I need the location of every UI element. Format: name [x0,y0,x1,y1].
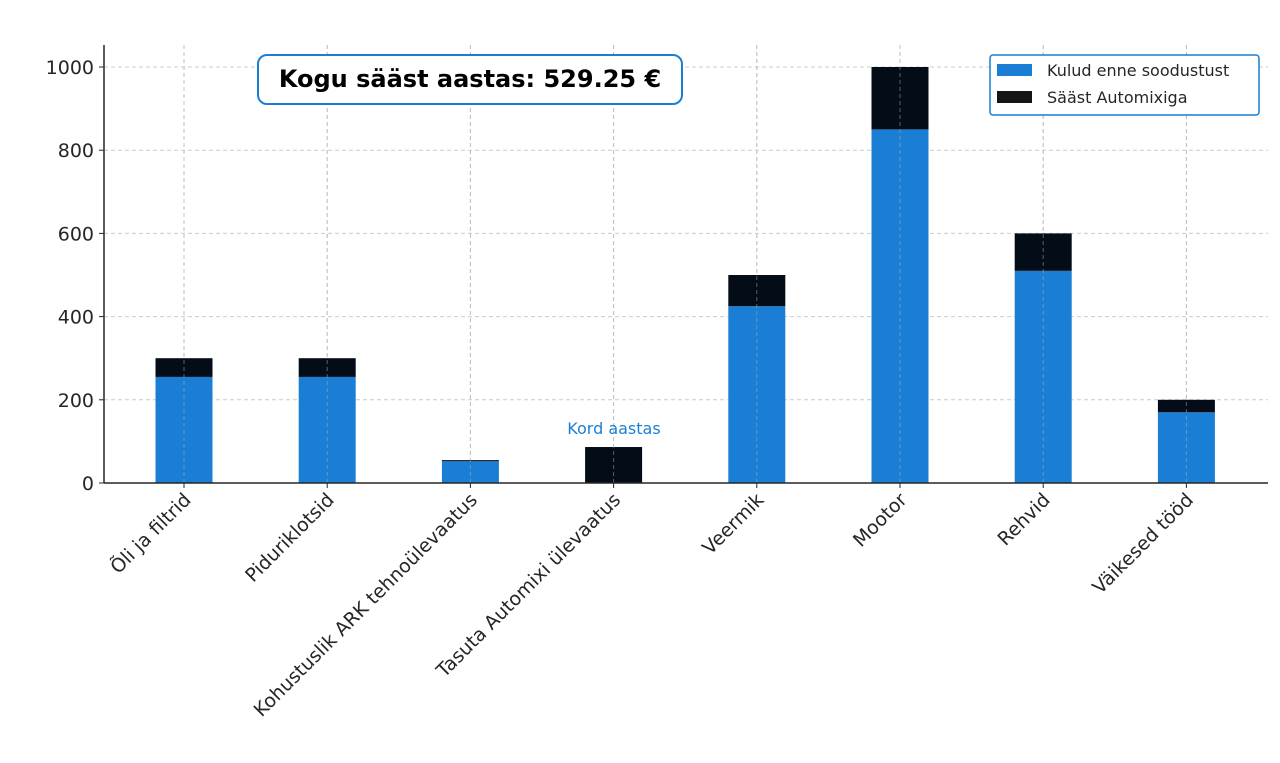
axes [103,45,1268,484]
x-category-label: Õli ja filtrid [105,488,195,578]
bar-savings-segment [1157,399,1215,413]
legend-swatch-blue [997,64,1032,76]
legend-label-savings: Sääst Automixiga [1047,88,1188,107]
x-category-label: Kohustuslik ARK tehnoülevaatus [250,489,482,721]
legend-swatch-black [997,91,1032,103]
total-savings-box: Kogu sääst aastas: 529.25 € [257,54,683,105]
y-tick-label: 1000 [46,57,94,79]
once-a-year-annotation: Kord aastas [567,419,660,438]
x-category-label: Rehvid [993,489,1054,550]
x-category-label: Piduriklotsid [241,489,339,587]
legend-label-costs: Kulud enne soodustust [1047,61,1229,80]
bars [155,45,1215,483]
legend: Kulud enne soodustust Sääst Automixiga [989,54,1260,116]
y-tick-label: 200 [58,390,94,412]
y-tick-label: 600 [58,223,94,245]
y-tick-label: 0 [82,473,94,495]
y-tick-label: 800 [58,140,94,162]
total-savings-text: Kogu sääst aastas: 529.25 € [279,65,661,93]
y-tick-label: 400 [58,307,94,329]
x-category-label: Mootor [849,489,912,552]
x-category-label: Veermik [698,489,768,559]
y-axis-ticks: 0 200 400 600 800 1000 [46,57,104,495]
x-category-label: Väikesed tööd [1088,489,1198,599]
